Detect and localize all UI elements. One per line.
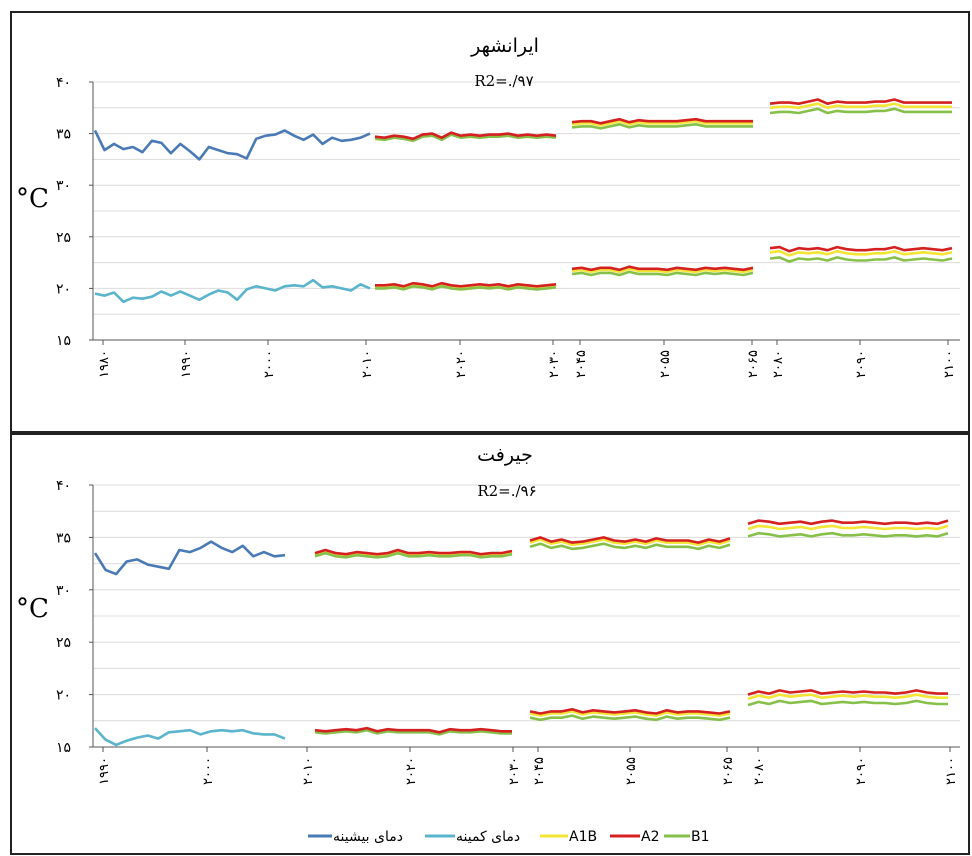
series-line-a2-p3 bbox=[747, 689, 948, 696]
series-line-a2-p2 bbox=[529, 707, 731, 715]
x-tick-label: ۱۹۹۰ bbox=[97, 757, 112, 785]
series-line-a2-p1 bbox=[314, 548, 513, 556]
x-tick-label: ۲۰۰۰ bbox=[262, 350, 277, 378]
y-tick-label: ۴۰ bbox=[56, 75, 71, 91]
x-tick-label: ۲۰۲۰ bbox=[454, 350, 469, 378]
chart-subtitle: R2=./۹۷ bbox=[474, 72, 533, 90]
y-tick-label: ۱۵ bbox=[56, 333, 71, 349]
series-line-b1-p2 bbox=[529, 542, 731, 551]
series-line-series-p0 bbox=[94, 278, 371, 304]
series-line-b1-p3 bbox=[769, 256, 953, 263]
y-tick-label: ۲۰ bbox=[56, 281, 71, 297]
series-line-a2-p2 bbox=[529, 536, 731, 544]
series-line-b1-p3 bbox=[747, 531, 949, 538]
chart-title: جیرفت bbox=[477, 444, 533, 466]
series-line-a2-p1 bbox=[374, 131, 557, 141]
x-tick-label: ۲۰۵۵ bbox=[624, 757, 639, 785]
chart-title: ایرانشهر bbox=[470, 35, 539, 57]
y-axis-unit: °C bbox=[16, 184, 49, 214]
x-tick-label: ۲۰۳۰ bbox=[507, 757, 522, 785]
series-line-series-p0 bbox=[93, 540, 286, 576]
x-tick-labels: ۱۹۹۰ ۲۰۰۰ ۲۰۱۰ ۲۰۲۰ ۲۰۳۰ ۲۰۴۵ ۲۰۵۵ ۲۰۶۵ ۲۰۸۰ ۲۰۹۰… bbox=[97, 757, 959, 785]
y-tick-label: ۲۰ bbox=[56, 688, 71, 704]
x-tick-label: ۲۰۸۰ bbox=[771, 350, 786, 378]
x-tick-label: ۲۱۰۰ bbox=[942, 350, 957, 378]
series-line-a1b-p2 bbox=[571, 267, 754, 274]
series-line-a1b-p3 bbox=[747, 693, 948, 701]
y-tick-label: ۲۵ bbox=[56, 230, 71, 246]
series-line-b1-p2 bbox=[529, 714, 731, 722]
series-line-b1-p2 bbox=[571, 270, 754, 277]
series-line-a1b-p3 bbox=[769, 102, 952, 110]
x-tick-label: ۲۰۳۰ bbox=[547, 350, 562, 378]
chart-jiroft: ۱۵ ۲۰ ۲۵ ۳۰ ۳۵ ۴۰ ۱۹۹۰ ۲۰۰۰ ۲۰۱۰ ۲۰۲۰ ۲۰۳۰ ۲۰۴۵ ۲۰۵… bbox=[16, 444, 960, 785]
x-tick-label: ۲۰۶۵ bbox=[746, 350, 761, 378]
x-tick-label: ۲۰۶۵ bbox=[721, 757, 736, 785]
legend-label-b1: B1 bbox=[691, 829, 710, 845]
x-tick-label: ۲۰۴۵ bbox=[532, 757, 547, 785]
series-line-a1b-p2 bbox=[529, 538, 731, 547]
series-line-b1-p1 bbox=[374, 133, 557, 143]
series-line-a2-p2 bbox=[571, 265, 754, 272]
series-line-series-p0 bbox=[94, 727, 286, 747]
series-line-a1b-p2 bbox=[571, 119, 753, 127]
gridlines bbox=[93, 81, 960, 341]
legend-label-a2: A2 bbox=[641, 829, 659, 845]
series-line-b1-p1 bbox=[314, 728, 512, 736]
x-tick-label: ۱۹۹۰ bbox=[179, 350, 194, 378]
series-line-a2-p1 bbox=[314, 726, 512, 734]
series-line-b1-p1 bbox=[314, 551, 513, 559]
axes bbox=[89, 81, 960, 345]
series-line-a1b-p3 bbox=[747, 524, 949, 531]
y-axis-unit: °C bbox=[16, 594, 49, 624]
legend-label-tmax: دمای بیشینه bbox=[333, 829, 403, 845]
series-line-b1-p3 bbox=[769, 107, 952, 115]
x-tick-label: ۲۰۰۰ bbox=[201, 757, 216, 785]
series-line-b1-p1 bbox=[375, 284, 557, 291]
chart-subtitle: R2=./۹۶ bbox=[477, 482, 536, 500]
y-tick-label: ۳۰ bbox=[56, 178, 71, 194]
series-line-a2-p3 bbox=[769, 245, 953, 253]
x-tick-label: ۲۰۲۰ bbox=[404, 757, 419, 785]
y-tick-labels: ۱۵ ۲۰ ۲۵ ۳۰ ۳۵ ۴۰ bbox=[56, 478, 71, 756]
y-tick-label: ۳۵ bbox=[56, 127, 71, 143]
y-tick-label: ۳۰ bbox=[56, 583, 71, 599]
legend-label-tmin: دمای کمینه bbox=[456, 829, 520, 845]
chart-frame-bottom bbox=[10, 433, 970, 855]
series-line-a2-p1 bbox=[375, 281, 557, 288]
series-lines bbox=[93, 98, 953, 304]
x-tick-label: ۲۰۸۰ bbox=[752, 757, 767, 785]
x-tick-label: ۲۰۱۰ bbox=[360, 350, 375, 378]
y-tick-label: ۴۰ bbox=[56, 478, 71, 494]
series-line-a2-p3 bbox=[769, 98, 952, 105]
x-tick-label: ۱۹۸۰ bbox=[97, 350, 112, 378]
series-line-b1-p2 bbox=[571, 123, 753, 130]
series-line-a1b-p2 bbox=[529, 710, 731, 717]
series-line-series-p0 bbox=[93, 129, 371, 161]
legend: دمای بیشینه دمای کمینه A1B A2 B1 bbox=[308, 829, 710, 845]
x-tick-label: ۲۰۴۵ bbox=[574, 350, 589, 378]
series-line-b1-p3 bbox=[747, 699, 948, 707]
x-tick-label: ۲۰۹۰ bbox=[854, 757, 869, 785]
series-line-a1b-p3 bbox=[769, 249, 953, 257]
y-tick-label: ۲۵ bbox=[56, 635, 71, 651]
gridlines bbox=[93, 484, 960, 748]
x-tick-label: ۲۰۱۰ bbox=[301, 757, 316, 785]
chart-frame-top bbox=[10, 11, 970, 433]
series-line-a2-p3 bbox=[747, 519, 949, 526]
y-tick-label: ۱۵ bbox=[56, 740, 71, 756]
y-tick-label: ۳۵ bbox=[56, 530, 71, 546]
legend-label-a1b: A1B bbox=[569, 829, 597, 845]
x-tick-label: ۲۰۵۵ bbox=[658, 350, 673, 378]
x-tick-label: ۲۰۹۰ bbox=[854, 350, 869, 378]
series-line-a2-p2 bbox=[571, 117, 753, 125]
y-tick-labels: ۱۵ ۲۰ ۲۵ ۳۰ ۳۵ ۴۰ bbox=[56, 75, 71, 349]
chart-iranshahr: ۱۵ ۲۰ ۲۵ ۳۰ ۳۵ ۴۰ ۱۹۸۰ ۱۹۹۰ ۲۰۰۰ ۲۰۱۰ ۲۰۲۰ ۲۰۳۰ ۲۰۴… bbox=[16, 35, 960, 378]
axes bbox=[89, 484, 960, 752]
x-tick-labels: ۱۹۸۰ ۱۹۹۰ ۲۰۰۰ ۲۰۱۰ ۲۰۲۰ ۲۰۳۰ ۲۰۴۵ ۲۰۵۵ ۲۰۶۵ ۲۰۸۰… bbox=[97, 350, 957, 378]
x-tick-label: ۲۱۰۰ bbox=[944, 757, 959, 785]
series-lines bbox=[93, 519, 949, 747]
